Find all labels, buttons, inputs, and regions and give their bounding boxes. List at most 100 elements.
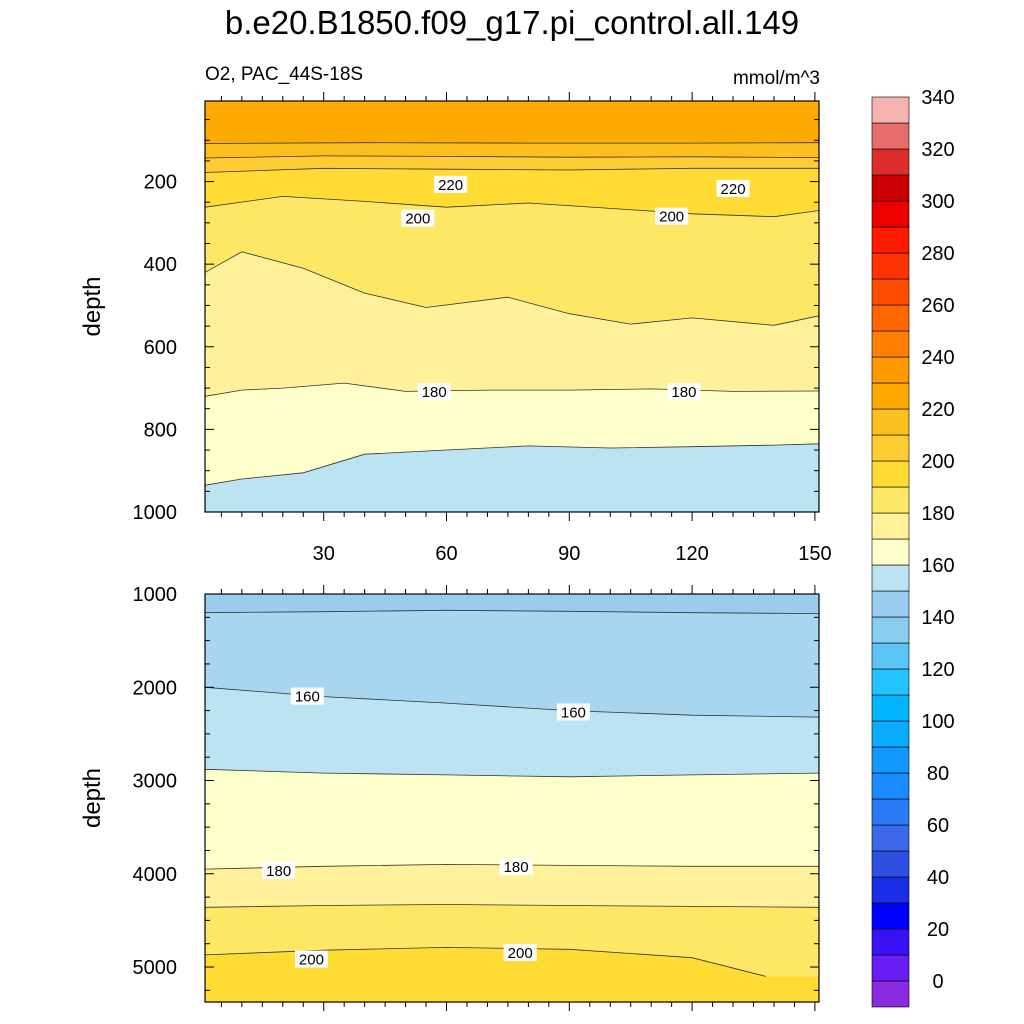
contour-label: 180 [266, 863, 291, 880]
colorbar-tick-label: 180 [921, 503, 954, 525]
colorbar-swatch [871, 772, 910, 800]
colorbar-tick-label: 160 [921, 555, 954, 577]
contour-label-box [655, 207, 689, 225]
contour-line-170 [205, 443, 819, 486]
colorbar-tick-label: 40 [927, 867, 949, 889]
colorbar-swatch [871, 96, 910, 124]
colorbar-tick-label: 340 [921, 87, 954, 109]
contour-label-box [294, 950, 328, 968]
contour-band-155 [205, 610, 819, 718]
colorbar-swatch [871, 408, 910, 436]
colorbar-swatch [871, 590, 910, 618]
contour-label: 160 [561, 704, 586, 721]
colorbar-tick-label: 280 [921, 243, 954, 265]
contour-fills: 160 160 180 180 200 200 [205, 594, 819, 1002]
colorbar-swatch [871, 460, 910, 488]
contour-label-box [417, 383, 451, 401]
y-tick-label: 1000 [133, 502, 178, 524]
lower-depth-panel: 160 160 180 180 200 200 1000 2000 3000 4000 5000 de… [79, 584, 820, 1011]
contour-label-box [499, 858, 533, 876]
colorbar-swatch [871, 746, 910, 774]
x-tick-label: 90 [558, 543, 580, 565]
colorbar-swatch [871, 382, 910, 410]
colorbar-tick-label: 80 [927, 763, 949, 785]
contour-band-185 [205, 864, 819, 908]
colorbar-swatch [871, 850, 910, 878]
contour-label-box [503, 944, 537, 962]
contour-label: 180 [504, 859, 529, 876]
contour-line-210 [205, 167, 819, 173]
contour-band-205 [205, 947, 819, 1002]
colorbar-swatch [871, 278, 910, 306]
colorbar-swatch [871, 538, 910, 566]
colorbar-tick-label: 300 [921, 191, 954, 213]
colorbar-swatch [871, 434, 910, 462]
colorbar-swatch [871, 486, 910, 514]
y-tick-label: 200 [144, 172, 177, 194]
colorbar-tick-label: 20 [927, 919, 949, 941]
plot-frame [204, 100, 820, 513]
contour-line-230 [205, 142, 819, 144]
x-tick-label: 150 [798, 543, 831, 565]
y-tick-label: 4000 [133, 864, 178, 886]
colorbar-swatch [871, 876, 910, 904]
colorbar-swatch [871, 252, 910, 280]
contour-band-165 [205, 443, 819, 512]
contour-band-175 [205, 769, 819, 870]
contour-label: 200 [299, 952, 324, 969]
colorbar-swatch [871, 928, 910, 956]
x-tick-label: 30 [313, 543, 335, 565]
colorbar-swatch [871, 122, 910, 150]
figure-title: b.e20.B1850.f09_g17.pi_control.all.149 [224, 4, 800, 41]
contour-band-225 [205, 142, 819, 158]
contour-band-185 [205, 252, 819, 397]
left-subtitle: O2, PAC_44S-18S [205, 64, 364, 85]
y-tick-label: 2000 [133, 677, 178, 699]
contour-label-box [290, 687, 324, 705]
colorbar-tick-label: 240 [921, 347, 954, 369]
colorbar-swatch [871, 980, 910, 1008]
y-tick-label: 400 [144, 254, 177, 276]
contour-line-170 [205, 768, 819, 778]
y-axis-label: depth [79, 768, 106, 828]
y-tick-label: 3000 [133, 771, 178, 793]
contour-band-165 [205, 687, 819, 777]
contour-band-195 [205, 904, 819, 977]
colorbar-swatch [871, 954, 910, 982]
contour-line-190 [205, 251, 819, 326]
contour-label: 180 [671, 384, 696, 401]
contour-label: 200 [405, 211, 430, 228]
colorbar-swatch [871, 824, 910, 852]
colorbar-swatch [871, 174, 910, 202]
y-tick-label: 800 [144, 419, 177, 441]
colorbar-swatch [871, 798, 910, 826]
colorbar-swatch [871, 512, 910, 540]
contour-line-220 [205, 155, 819, 159]
contour-line-190 [205, 904, 819, 908]
colorbar-tick-label: 220 [921, 399, 954, 421]
colorbar-tick-label: 120 [921, 659, 954, 681]
contour-label: 220 [438, 177, 463, 194]
contour-band-235 [205, 101, 819, 144]
colorbar-swatch [871, 564, 910, 592]
contour-band-145 [205, 594, 819, 614]
y-tick-label: 5000 [133, 957, 178, 979]
y-axis-label: depth [79, 276, 106, 336]
colorbar-swatch [871, 616, 910, 644]
units-subtitle: mmol/m^3 [732, 68, 820, 89]
contour-label-box [401, 209, 435, 227]
x-tick-label: 120 [675, 543, 708, 565]
y-tick-label: 1000 [133, 584, 178, 606]
contour-band-175 [205, 383, 819, 486]
colorbar-tick-label: 200 [921, 451, 954, 473]
contour-line-200 [205, 195, 819, 218]
x-tick-label: 60 [435, 543, 457, 565]
contour-label: 200 [659, 209, 684, 226]
colorbar-swatch [871, 668, 910, 696]
upper-depth-panel: 220 220 200 200 180 180 200 400 600 800 1000 30 60 90… [79, 92, 832, 565]
colorbar-swatch [871, 200, 910, 228]
contour-label-box [434, 175, 468, 193]
colorbar-tick-label: 60 [927, 815, 949, 837]
y-tick-label: 600 [144, 337, 177, 359]
